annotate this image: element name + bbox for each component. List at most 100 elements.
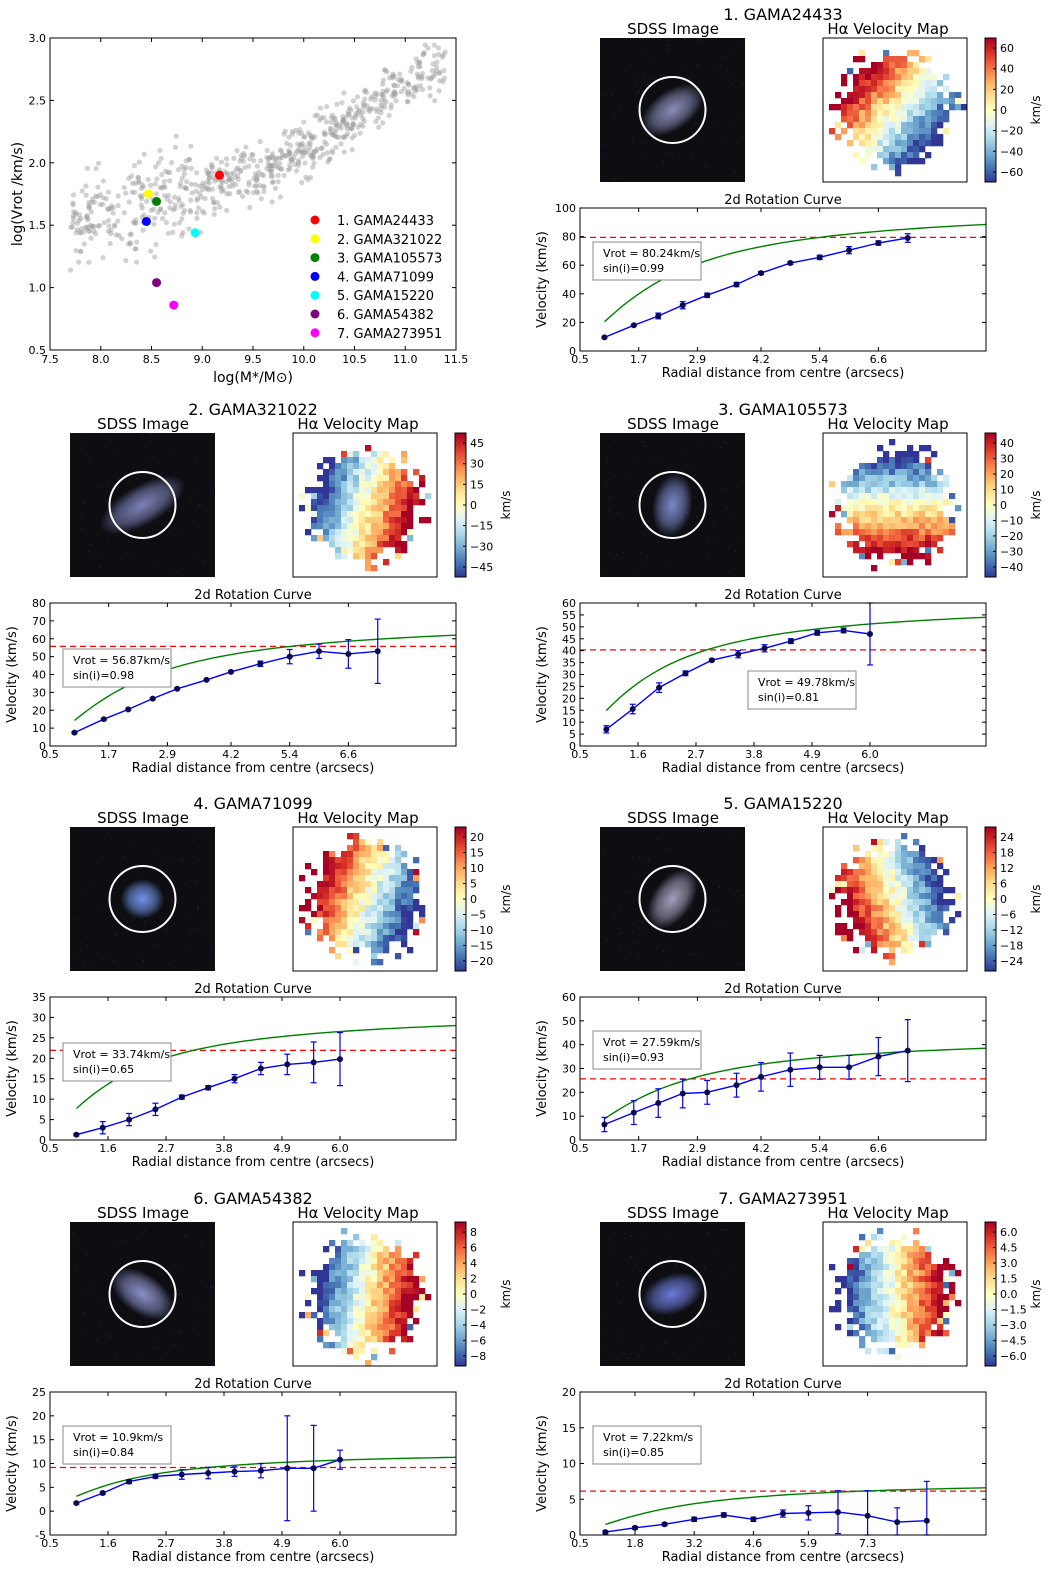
gray-point: [288, 153, 294, 159]
velocity-pixel: [383, 523, 390, 530]
velocity-pixel: [871, 1234, 878, 1241]
velocity-pixel: [907, 559, 914, 566]
noise-pixel: [708, 574, 711, 576]
velocity-pixel: [943, 1294, 950, 1301]
velocity-pixel: [383, 899, 390, 906]
velocity-pixel: [925, 475, 932, 482]
velocity-pixel: [925, 110, 932, 117]
noise-pixel: [98, 1295, 100, 1298]
velocity-pixel: [943, 86, 950, 93]
noise-pixel: [88, 549, 90, 552]
velocity-pixel: [895, 1270, 902, 1277]
velocity-pixel: [877, 98, 884, 105]
velocity-pixel: [329, 1342, 336, 1349]
velocity-pixel: [889, 1306, 896, 1313]
data-point: [630, 1109, 637, 1116]
x-tick-label: 10.0: [292, 353, 317, 366]
gray-point: [172, 144, 179, 150]
velocity-pixel: [335, 463, 342, 470]
velocity-pixel: [401, 1312, 408, 1319]
velocity-pixel: [943, 529, 950, 536]
gray-point: [269, 179, 276, 186]
velocity-pixel: [407, 523, 414, 530]
velocity-pixel: [365, 565, 372, 572]
velocity-pixel: [865, 905, 872, 912]
velocity-pixel: [889, 529, 896, 536]
gray-point: [232, 174, 238, 181]
velocity-pixel: [371, 911, 378, 918]
velocity-pixel: [913, 122, 920, 129]
data-point: [178, 1094, 185, 1101]
y-tick-label: -5: [35, 1529, 46, 1542]
velocity-pixel: [931, 475, 938, 482]
y-tick-label: 30: [32, 686, 46, 699]
gray-point: [317, 117, 323, 123]
velocity-pixel: [847, 1318, 854, 1325]
velocity-pixel: [847, 511, 854, 518]
gray-point: [133, 217, 139, 223]
noise-pixel: [636, 456, 639, 458]
velocity-pixel: [377, 1282, 384, 1289]
scatter-xlabel: log(M*/M⊙): [213, 370, 293, 386]
velocity-pixel: [865, 899, 872, 906]
velocity-pixel: [353, 845, 360, 852]
velocity-pixel: [877, 875, 884, 882]
velocity-pixel: [913, 1294, 920, 1301]
velocity-pixel: [865, 104, 872, 111]
velocity-pixel: [407, 923, 414, 930]
gray-point: [289, 128, 296, 135]
gray-point: [330, 131, 336, 138]
noise-pixel: [606, 939, 608, 942]
gray-point: [311, 160, 317, 166]
velocity-pixel: [395, 1294, 402, 1301]
colorbar-tick-label: 12: [1000, 862, 1014, 875]
velocity-pixel: [895, 863, 902, 870]
gray-point: [178, 203, 184, 209]
noise-pixel: [614, 1352, 616, 1355]
velocity-pixel: [347, 869, 354, 876]
velocity-pixel: [311, 535, 318, 542]
noise-pixel: [169, 510, 171, 512]
velocity-pixel: [907, 1270, 914, 1277]
velocity-pixel: [865, 475, 872, 482]
noise-pixel: [210, 948, 213, 950]
gray-point: [312, 134, 318, 140]
velocity-pixel: [913, 1228, 920, 1235]
noise-pixel: [124, 472, 126, 475]
data-point: [100, 716, 107, 723]
velocity-pixel: [413, 1288, 420, 1295]
velocity-pixel: [401, 1270, 408, 1277]
velocity-pixel: [359, 923, 366, 930]
x-tick-label: 0.5: [571, 353, 589, 366]
gray-point: [417, 83, 424, 89]
noise-pixel: [142, 959, 145, 962]
velocity-pixel: [383, 1306, 390, 1313]
velocity-pixel: [853, 541, 860, 548]
sdss-title: SDSS Image: [97, 809, 189, 827]
gray-point: [226, 183, 232, 190]
velocity-pixel: [859, 1252, 866, 1259]
gray-point: [382, 67, 388, 73]
noise-pixel: [615, 1357, 618, 1360]
velocity-pixel: [877, 1246, 884, 1253]
velocity-pixel: [889, 74, 896, 81]
velocity-pixel: [919, 905, 926, 912]
gray-point: [331, 116, 338, 123]
velocity-pixel: [877, 869, 884, 876]
noise-pixel: [715, 439, 717, 442]
velocity-pixel: [913, 1252, 920, 1259]
velocity-pixel: [913, 110, 920, 117]
y-tick-label: 40: [562, 1039, 576, 1052]
gray-point: [235, 165, 241, 171]
velocity-pixel: [347, 1252, 354, 1259]
velocity-pixel: [359, 511, 366, 518]
velocity-pixel: [401, 1336, 408, 1343]
velocity-pixel: [877, 128, 884, 135]
velocity-pixel: [907, 1288, 914, 1295]
velocity-pixel: [329, 863, 336, 870]
velocity-pixel: [371, 1282, 378, 1289]
velocity-pixel: [365, 881, 372, 888]
x-tick-label: 5.4: [811, 353, 829, 366]
velocity-pixel: [401, 1276, 408, 1283]
velocity-pixel: [305, 899, 312, 906]
